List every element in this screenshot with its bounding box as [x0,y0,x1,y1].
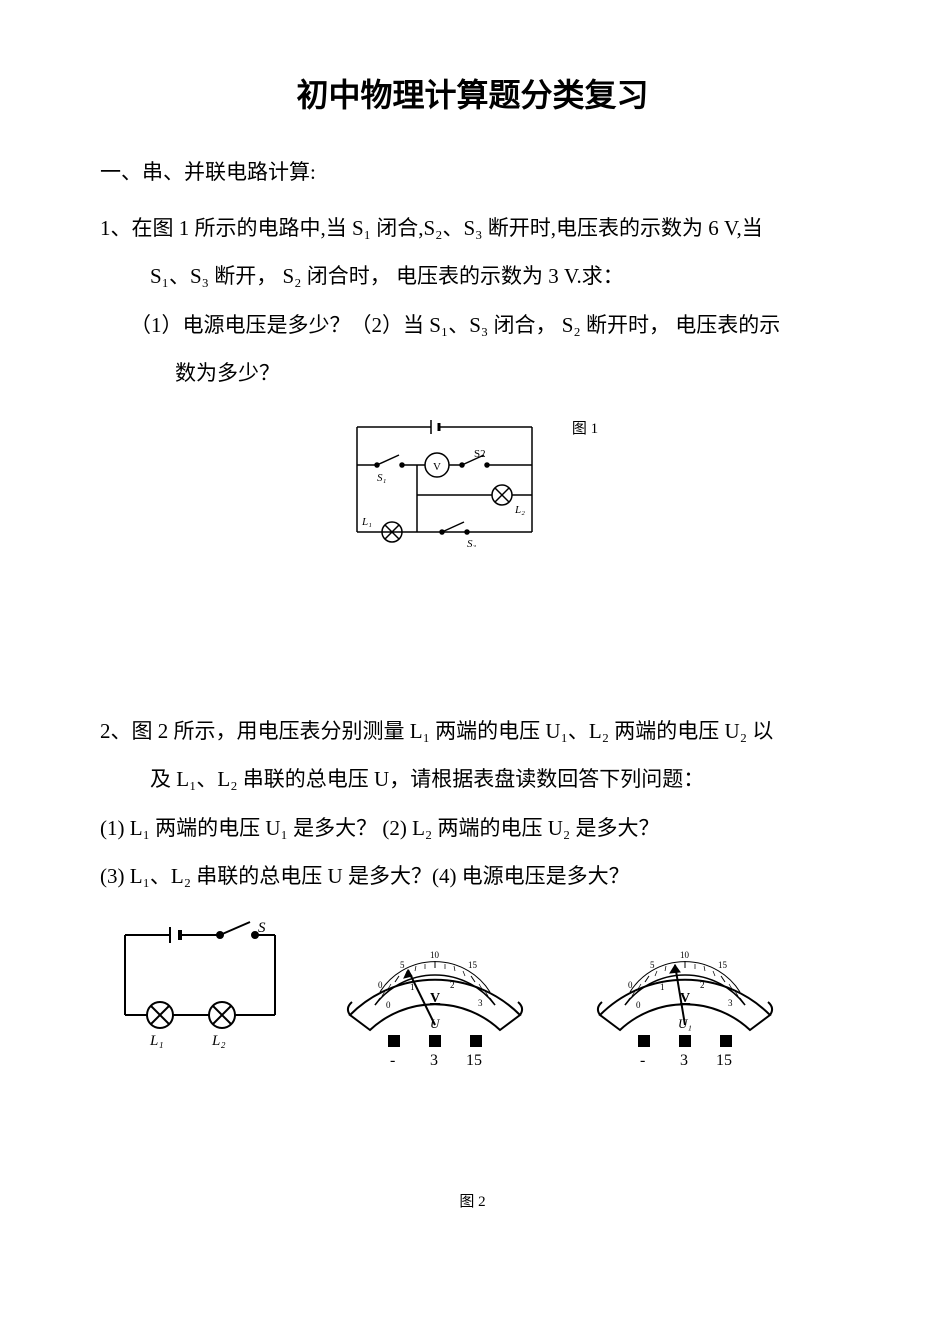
svg-text:5: 5 [650,960,655,970]
figure-2: S L₁ L₂ [110,920,845,1070]
q1-line4: 数为多少？ [100,349,845,397]
svg-text:L₁: L₁ [361,516,372,528]
svg-text:0: 0 [378,980,383,990]
q2-line4: (3) L₁、L₂ 串联的总电压 U 是多大？(4) 电源电压是多大？ [100,852,845,900]
question-2: 2、图 2 所示，用电压表分别测量 L₁ 两端的电压 U₁、L₂ 两端的电压 U… [100,707,845,900]
figure-1: V S2 L₂ [100,417,845,547]
q1-line3: （1）电源电压是多少？（2）当 S₁、S₃ 闭合， S₂ 断开时， 电压表的示 [100,301,845,349]
svg-text:0: 0 [386,1000,391,1010]
svg-text:U₁: U₁ [678,1016,692,1031]
svg-text:V: V [680,991,690,1006]
voltmeter-U: 0 5 10 15 0 1 2 3 V U - 3 15 [330,920,540,1070]
page-title: 初中物理计算题分类复习 [100,70,845,116]
svg-text:15: 15 [466,1052,482,1069]
voltmeter-U1: 0 5 10 15 0 1 2 3 V U₁ - 3 15 [580,920,790,1070]
circuit-diagram-2: S L₁ L₂ [110,920,290,1050]
figure-2-label-wrap: 图 2 [100,1190,845,1211]
q2-line1: 2、图 2 所示，用电压表分别测量 L₁ 两端的电压 U₁、L₂ 两端的电压 U… [100,707,845,755]
question-1: 1、在图 1 所示的电路中,当 S₁ 闭合,S₂、S₃ 断开时,电压表的示数为 … [100,204,845,397]
svg-text:10: 10 [430,950,440,960]
svg-text:10: 10 [680,950,690,960]
svg-text:3: 3 [478,998,483,1008]
svg-text:-: - [390,1052,395,1069]
svg-text:3: 3 [430,1052,438,1069]
figure-1-label: 图 1 [572,417,598,438]
svg-text:S: S [258,920,266,936]
svg-text:2: 2 [450,980,455,990]
svg-text:V: V [430,991,440,1006]
svg-text:0: 0 [628,980,633,990]
svg-text:S₁: S₁ [377,472,387,484]
circuit-diagram-1: V S2 L₂ [347,417,542,547]
q1-line1: 1、在图 1 所示的电路中,当 S₁ 闭合,S₂、S₃ 断开时,电压表的示数为 … [100,204,845,252]
section-heading: 一、串、并联电路计算: [100,156,845,186]
svg-text:15: 15 [716,1052,732,1069]
figure-2-label: 图 2 [459,1194,485,1210]
svg-text:1: 1 [660,982,665,992]
svg-text:3: 3 [728,998,733,1008]
svg-text:L₁: L₁ [149,1033,164,1049]
svg-text:L₂: L₂ [211,1033,226,1049]
svg-text:-: - [640,1052,645,1069]
svg-text:L₂: L₂ [514,504,525,516]
svg-text:S2: S2 [474,448,486,460]
svg-text:U: U [430,1016,441,1031]
q2-line2: 及 L₁、L₂ 串联的总电压 U，请根据表盘读数回答下列问题： [100,755,845,803]
svg-text:V: V [433,461,441,473]
q2-line3: (1) L₁ 两端的电压 U₁ 是多大？ (2) L₂ 两端的电压 U₂ 是多大… [100,804,845,852]
svg-text:5: 5 [400,960,405,970]
q1-line2: S₁、S₃ 断开， S₂ 闭合时， 电压表的示数为 3 V.求： [100,252,845,300]
svg-text:15: 15 [468,960,478,970]
svg-text:S₃: S₃ [467,538,477,547]
svg-text:15: 15 [718,960,728,970]
svg-text:0: 0 [636,1000,641,1010]
svg-text:3: 3 [680,1052,688,1069]
svg-text:2: 2 [700,980,705,990]
svg-text:1: 1 [410,982,415,992]
document-page: 初中物理计算题分类复习 一、串、并联电路计算: 1、在图 1 所示的电路中,当 … [0,0,945,1338]
